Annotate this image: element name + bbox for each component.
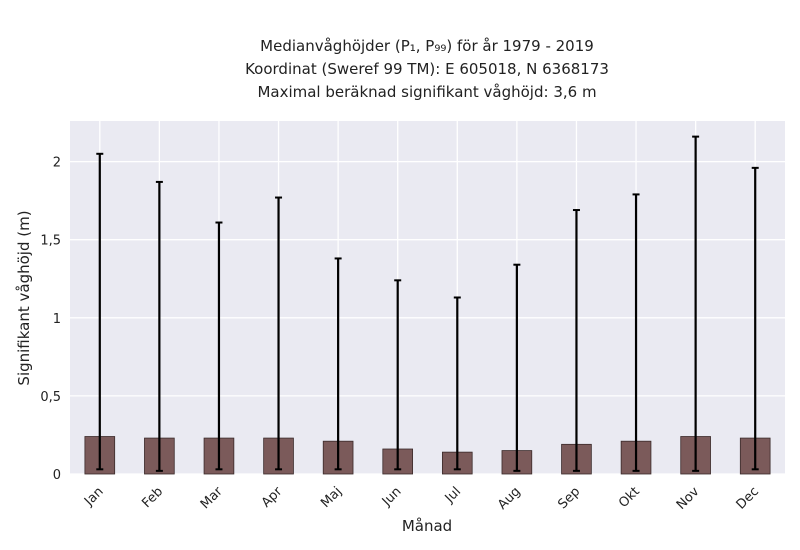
error-bar-dec [751,166,759,471]
chart-title-line-2: Koordinat (Sweref 99 TM): E 605018, N 63… [245,60,609,78]
error-bar-jul [453,296,461,471]
y-tick-label: 0,5 [40,390,61,405]
x-tick-label: Dec [734,484,762,512]
y-axis-ticks: 0 0,5 1 1,5 2 [40,156,61,483]
x-tick-label: Mar [198,484,226,512]
x-tick-label: Jun [379,484,405,510]
y-tick-label: 2 [53,156,61,171]
error-bar-maj [334,257,342,471]
x-tick-label: Okt [616,484,643,511]
y-axis-label: Signifikant våghöjd (m) [15,210,33,385]
plot-area [70,121,785,474]
x-tick-label: Feb [139,484,166,511]
y-tick-label: 1,5 [40,234,61,249]
x-tick-label: Jul [442,484,464,506]
x-tick-label: Apr [259,484,286,511]
error-bar-aug [513,263,521,472]
error-bar-feb [155,180,163,472]
error-bar-sep [572,209,580,472]
error-bars [96,135,759,472]
x-tick-label: Maj [318,484,345,511]
error-bar-mar [215,221,223,471]
x-tick-label: Jan [81,484,106,509]
error-bar-okt [632,193,640,472]
x-axis-label: Månad [402,517,452,535]
y-tick-label: 0 [53,468,61,483]
error-bar-nov [692,135,700,472]
x-tick-label: Aug [495,484,524,513]
x-axis-ticks: Jan Feb Mar Apr Maj Jun Jul Aug Sep Okt Nov Dec [81,484,762,513]
x-tick-label: Nov [674,484,703,513]
error-bar-jan [96,152,104,471]
chart-title-line-1: Medianvåghöjder (P₁, P₉₉) för år 1979 - … [260,37,594,55]
error-bar-jun [394,279,402,471]
error-bar-apr [275,196,283,471]
x-tick-label: Sep [555,484,583,512]
chart-title-line-3: Maximal beräknad signifikant våghöjd: 3,… [257,83,596,101]
chart-title: Medianvåghöjder (P₁, P₉₉) för år 1979 - … [245,37,609,101]
y-tick-label: 1 [53,312,61,327]
